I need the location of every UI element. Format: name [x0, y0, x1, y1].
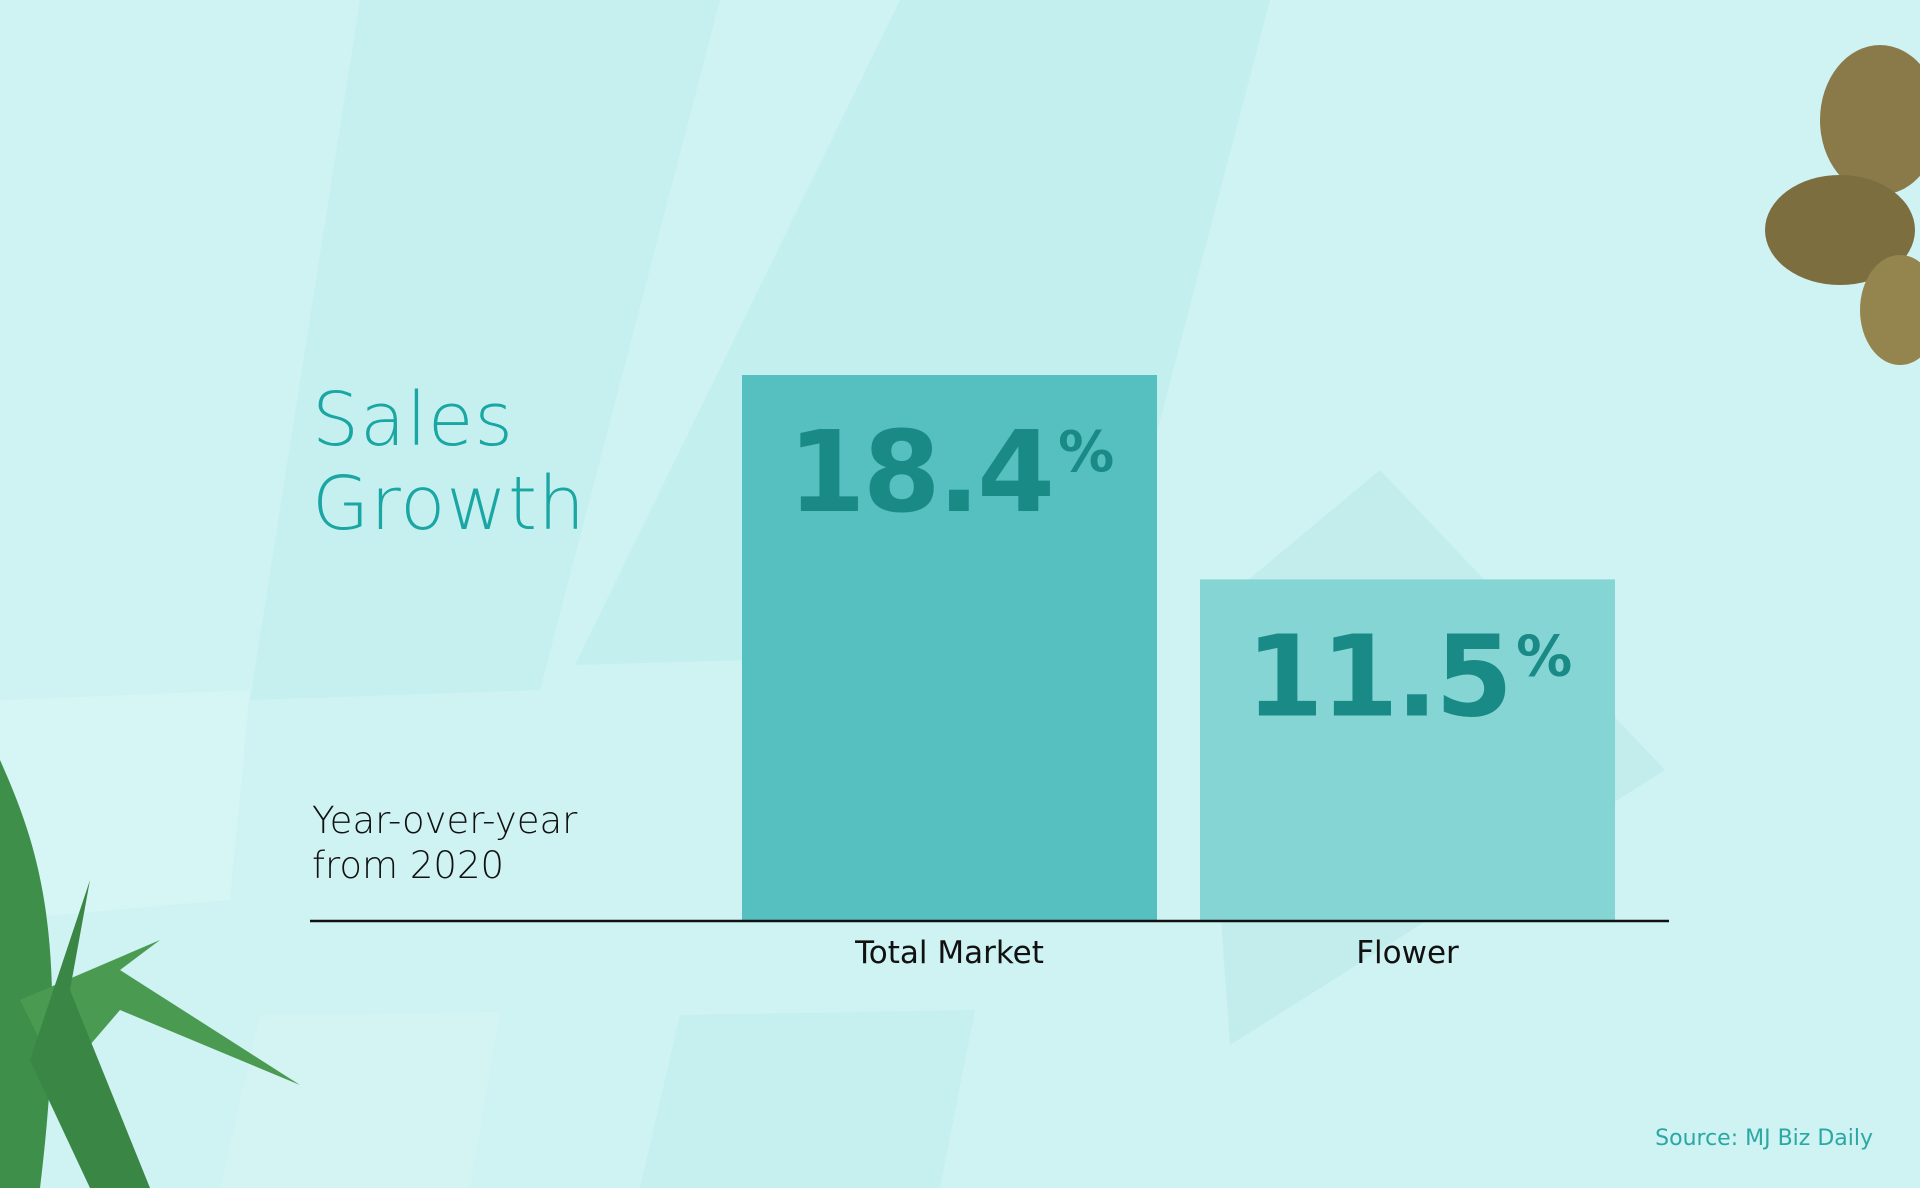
bar [1200, 579, 1615, 920]
chart-title: Sales Growth [312, 377, 586, 547]
value-label: 11.5% [1246, 612, 1571, 742]
chart-subtitle: Year-over-year from 2020 [312, 799, 578, 887]
x-tick-label: Total Market [854, 935, 1044, 971]
source-note: Source: MJ Biz Daily [1655, 1126, 1873, 1151]
bar [742, 375, 1157, 920]
decor-bud [1765, 45, 1920, 365]
decor-plant [0, 760, 300, 1188]
x-tick-label: Flower [1356, 935, 1459, 971]
value-label: 18.4% [788, 408, 1113, 538]
